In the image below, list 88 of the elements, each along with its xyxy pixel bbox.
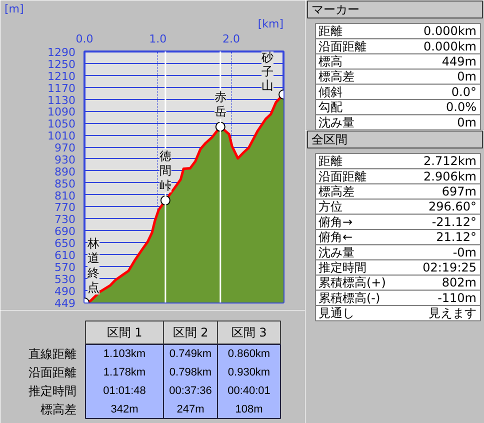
text: 342m — [110, 403, 138, 416]
text: 0.000km — [424, 24, 477, 38]
text: -21.12° — [432, 214, 477, 229]
y-tick-label: 490 — [54, 284, 76, 298]
text: 0.749km — [169, 348, 212, 360]
category-label: 推定時間 — [28, 384, 76, 398]
y-tick-label: 730 — [54, 213, 76, 226]
category-label: 標高差 — [318, 184, 354, 198]
annotation: 林道終点 — [86, 236, 100, 294]
text: 0m — [457, 70, 477, 84]
text: 00:37:36 — [169, 384, 212, 397]
category-label: 見通し — [318, 306, 354, 320]
y-tick-label: 530 — [54, 272, 76, 286]
category-label: 標高差 — [40, 402, 76, 416]
y-tick-label: 1210 — [48, 70, 76, 83]
y-tick-label: 690 — [54, 225, 76, 238]
x-tick-label: 2.0 — [222, 32, 240, 46]
text: -0m — [452, 245, 476, 260]
y-tick-label: 449 — [54, 297, 76, 310]
y-tick-label: 1290 — [48, 46, 76, 59]
category-label: 直線距離 — [28, 346, 76, 361]
text: 0.930km — [228, 366, 270, 378]
text: 2.906km — [424, 169, 477, 184]
text: マーカー — [312, 2, 360, 16]
category-label: 沿面距離 — [318, 169, 366, 184]
category-label: 俯角← — [318, 230, 353, 244]
annotation: 砂子山 — [260, 50, 274, 92]
y-tick-label: 770 — [54, 201, 76, 214]
text: 0.000km — [424, 39, 477, 54]
category-label: 区間 2 — [172, 326, 208, 340]
annotation: 赤岳 — [214, 90, 226, 119]
y-tick-label: 930 — [54, 153, 76, 166]
category-label: 標高差 — [318, 70, 354, 84]
text: 802m — [442, 276, 476, 290]
text: 2.712km — [424, 154, 477, 168]
text: 0.0° — [451, 84, 477, 99]
x-tick-label: 0.0 — [76, 32, 94, 46]
text: 00:40:01 — [228, 384, 270, 397]
y-tick-label: 890 — [54, 165, 76, 178]
annotation: 徳間峠 — [159, 149, 172, 192]
category-label: 累積標高(-) — [318, 290, 380, 305]
y-tick-label: 1170 — [48, 82, 76, 95]
category-label: 沈み量 — [318, 245, 354, 260]
text: 0m — [457, 115, 477, 130]
y-tick-label: 570 — [54, 260, 76, 274]
y-tick-label: 850 — [54, 177, 76, 190]
category-label: 距離 — [318, 24, 342, 38]
text: 697m — [442, 184, 476, 198]
x-tick-label: 1.0 — [149, 32, 167, 46]
text: 108m — [235, 403, 263, 416]
category-label: 俯角→ — [318, 214, 353, 229]
y-tick-label: 1250 — [48, 58, 76, 71]
category-label: 標高 — [318, 54, 342, 68]
x-axis-title: [km] — [258, 18, 284, 30]
category-label: 沿面距離 — [28, 365, 76, 380]
y-tick-label: 610 — [54, 248, 76, 262]
y-axis-title: [m] — [4, 2, 24, 16]
text: 0.0% — [446, 100, 477, 114]
text: 01:01:48 — [103, 384, 146, 397]
y-tick-label: 970 — [54, 142, 76, 155]
y-tick-label: 1130 — [48, 94, 76, 107]
text: 見えます — [428, 306, 476, 320]
text: 0.798km — [169, 366, 212, 378]
category-label: 沿面距離 — [318, 39, 366, 54]
category-label: 距離 — [318, 154, 342, 168]
category-label: 推定時間 — [318, 260, 366, 274]
y-tick-label: 1010 — [48, 130, 76, 143]
category-label: 傾斜 — [318, 84, 342, 99]
category-label: 方位 — [318, 200, 342, 214]
text: 296.60° — [428, 200, 477, 214]
category-label: 累積標高(+) — [318, 276, 386, 290]
text: 449m — [442, 54, 476, 68]
text: 1.103km — [103, 348, 146, 360]
text: 21.12° — [436, 230, 477, 244]
y-tick-label: 650 — [54, 237, 76, 250]
category-label: 区間 3 — [231, 326, 267, 340]
category-label: 区間 1 — [106, 326, 142, 340]
text: 02:19:25 — [422, 260, 477, 274]
text: 0.860km — [228, 348, 270, 360]
y-tick-label: 810 — [54, 189, 76, 202]
text: 1.178km — [103, 366, 146, 378]
y-tick-label: 1050 — [48, 118, 76, 131]
category-label: 勾配 — [318, 100, 342, 114]
y-tick-label: 1090 — [48, 106, 76, 119]
text: -110m — [438, 290, 477, 305]
category-label: 沈み量 — [318, 115, 354, 130]
text: 全区間 — [312, 132, 348, 146]
text: 247m — [176, 403, 204, 416]
